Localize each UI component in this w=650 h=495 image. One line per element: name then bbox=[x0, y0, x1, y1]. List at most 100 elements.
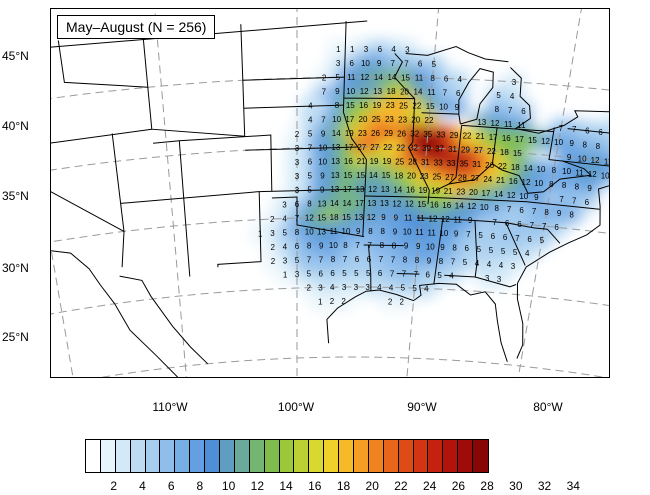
cell-count-label: 32 bbox=[409, 144, 418, 153]
cell-count-label: 18 bbox=[330, 213, 339, 222]
coastline-segment bbox=[119, 275, 209, 365]
cell-count-label: 4 bbox=[308, 102, 313, 111]
lon-label-100w: 100°W bbox=[277, 400, 315, 414]
cell-count-label: 2 bbox=[271, 243, 276, 252]
density-cell bbox=[576, 192, 597, 211]
cell-count-label: 14 bbox=[387, 73, 396, 82]
cell-count-label: 3 bbox=[497, 275, 502, 284]
cell-count-label: 10 bbox=[578, 155, 587, 164]
cell-count-label: 33 bbox=[436, 130, 445, 139]
state-boundary-line bbox=[51, 128, 152, 144]
state-boundary-line bbox=[432, 163, 520, 193]
cell-count-label: 2 bbox=[322, 73, 327, 82]
colorbar-tick-label: 2 bbox=[110, 479, 118, 493]
cell-count-label: 5 bbox=[308, 130, 313, 139]
cell-count-label: 10 bbox=[562, 167, 571, 176]
cell-count-label: 6 bbox=[418, 60, 423, 69]
cell-count-label: 5 bbox=[295, 256, 300, 265]
cell-count-label: 5 bbox=[307, 172, 312, 181]
cell-count-label: 5 bbox=[342, 269, 347, 278]
cell-count-label: 3 bbox=[295, 270, 300, 279]
colorbar bbox=[85, 439, 490, 473]
cell-count-label: 25 bbox=[372, 115, 381, 124]
cell-count-label: 2 bbox=[388, 297, 393, 306]
cell-count-label: 8 bbox=[544, 208, 549, 217]
colorbar-swatch bbox=[428, 440, 444, 472]
cell-count-label: 24 bbox=[483, 175, 492, 184]
cell-count-label: 9 bbox=[394, 213, 399, 222]
cell-count-label: 12 bbox=[360, 87, 369, 96]
cell-count-label: 13 bbox=[477, 118, 486, 127]
cell-count-label: 8 bbox=[562, 181, 567, 190]
cell-count-label: 13 bbox=[367, 199, 376, 208]
cell-count-label: 7 bbox=[451, 258, 456, 267]
cell-count-label: 8 bbox=[335, 101, 340, 110]
cell-count-label: 10 bbox=[439, 229, 448, 238]
cell-count-label: 22 bbox=[396, 143, 405, 152]
state-boundary-line bbox=[416, 217, 492, 223]
cell-count-label: 21 bbox=[444, 187, 453, 196]
cell-count-label: 7 bbox=[414, 270, 419, 279]
density-cell bbox=[262, 209, 283, 228]
lon-label-90w: 90°W bbox=[407, 400, 437, 414]
state-boundary-line bbox=[153, 134, 273, 192]
lon-label-80w: 80°W bbox=[533, 400, 563, 414]
cell-count-label: 7 bbox=[508, 106, 513, 115]
lat-label-30n: 30°N bbox=[2, 261, 29, 275]
cell-count-label: 6 bbox=[295, 242, 300, 251]
cell-count-label: 7 bbox=[515, 234, 520, 243]
cell-count-label: 8 bbox=[380, 241, 385, 250]
colorbar-tick-label: 10 bbox=[221, 479, 236, 493]
cell-count-label: 5 bbox=[437, 271, 442, 280]
colorbar-swatch bbox=[309, 440, 325, 472]
cell-count-label: 25 bbox=[399, 101, 408, 110]
state-boundary-line bbox=[245, 146, 358, 151]
cell-count-label: 8 bbox=[307, 200, 312, 209]
cell-count-label: 14 bbox=[455, 202, 464, 211]
cell-count-label: 20 bbox=[400, 87, 409, 96]
cell-count-label: 11 bbox=[415, 74, 424, 83]
cell-count-label: 9 bbox=[569, 139, 574, 148]
state-boundary-line bbox=[343, 97, 415, 100]
cell-count-label: 27 bbox=[474, 146, 483, 155]
cell-count-label: 7 bbox=[559, 124, 564, 133]
colorbar-swatch bbox=[175, 440, 191, 472]
cell-count-label: 6 bbox=[425, 270, 430, 279]
cell-count-label: 7 bbox=[532, 207, 537, 216]
cell-count-label: 12 bbox=[491, 119, 500, 128]
cell-count-label: 5 bbox=[283, 228, 288, 237]
cell-count-label: 5 bbox=[463, 258, 468, 267]
cell-count-label: 19 bbox=[345, 129, 354, 138]
cell-count-label: 4 bbox=[389, 283, 394, 292]
cell-count-label: 31 bbox=[448, 145, 457, 154]
cell-count-label: 15 bbox=[317, 213, 326, 222]
lat-label-45n: 45°N bbox=[2, 49, 29, 63]
state-boundary-line bbox=[548, 127, 609, 167]
cell-count-label: 7 bbox=[295, 214, 300, 223]
state-boundary-line bbox=[142, 31, 149, 88]
cell-count-label: 16 bbox=[430, 200, 439, 209]
cell-count-label: 11 bbox=[427, 88, 436, 97]
cell-count-label: 23 bbox=[386, 101, 395, 110]
cell-count-label: 10 bbox=[403, 228, 412, 237]
cell-count-label: 7 bbox=[402, 270, 407, 279]
cell-count-label: 5 bbox=[496, 91, 501, 100]
cell-count-label: 6 bbox=[491, 232, 496, 241]
cell-count-label: 6 bbox=[444, 74, 449, 83]
state-boundary-line bbox=[567, 128, 609, 134]
cell-count-label: 8 bbox=[368, 227, 373, 236]
cell-count-label: 12 bbox=[588, 170, 597, 179]
cell-count-label: 13 bbox=[331, 157, 340, 166]
cell-count-label: 1 bbox=[258, 230, 263, 239]
state-boundary-line bbox=[421, 112, 459, 115]
parallel-line bbox=[51, 146, 609, 171]
colorbar-swatch bbox=[383, 440, 399, 472]
cell-count-label: 6 bbox=[319, 269, 324, 278]
cell-count-label: 7 bbox=[404, 59, 409, 68]
lon-label-110w: 110°W bbox=[152, 400, 188, 414]
cell-count-label: 4 bbox=[330, 283, 335, 292]
cell-count-label: 11 bbox=[604, 157, 610, 166]
cell-count-label: 22 bbox=[463, 132, 472, 141]
state-boundary-line bbox=[475, 276, 517, 288]
cell-count-label: 10 bbox=[305, 228, 314, 237]
